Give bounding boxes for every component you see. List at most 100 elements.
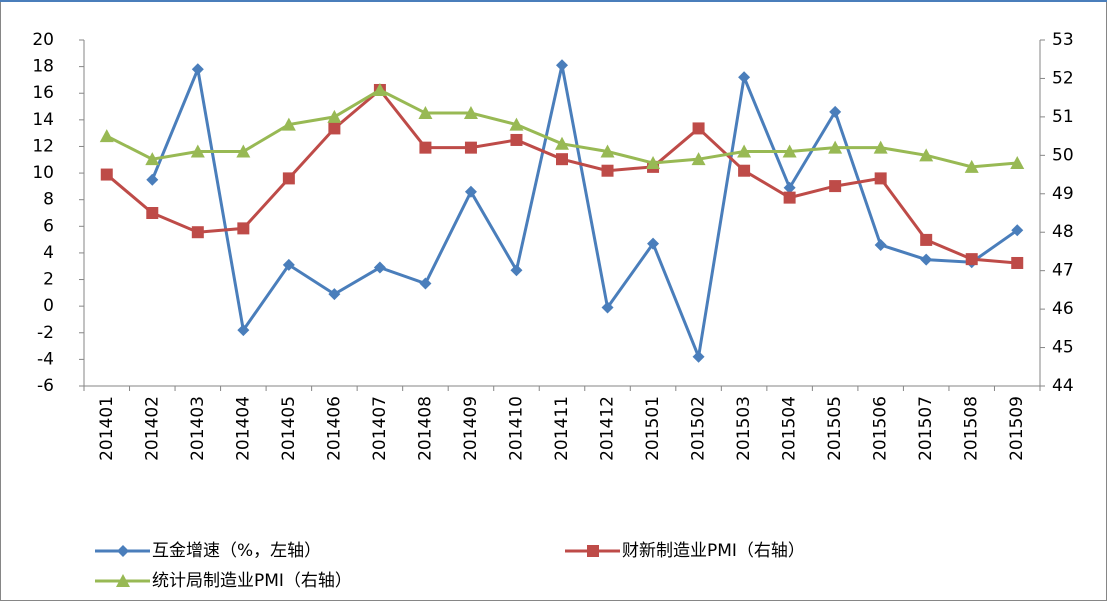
x-tick-label: 201506 (871, 396, 891, 461)
diamond-marker (647, 237, 660, 250)
triangle-marker (190, 144, 205, 158)
square-marker (920, 233, 933, 246)
diamond-marker (282, 258, 295, 271)
diamond-marker (783, 181, 796, 194)
x-tick-label: 201405 (279, 396, 299, 461)
square-marker (510, 133, 523, 146)
diamond-marker (373, 261, 386, 274)
y2-tick-label: 51 (1052, 107, 1074, 127)
y2-tick-label: 49 (1052, 184, 1074, 204)
triangle-marker (782, 144, 797, 158)
x-tick-label: 201509 (1007, 396, 1027, 461)
x-tick-label: 201503 (734, 396, 754, 461)
diamond-marker (510, 264, 523, 277)
y-tick-label: -4 (37, 349, 54, 369)
diamond-marker (738, 71, 751, 84)
y2-tick-label: 47 (1052, 261, 1074, 281)
diamond-marker (874, 238, 887, 251)
square-marker (100, 168, 113, 181)
triangle-marker (919, 148, 934, 162)
triangle-marker (281, 117, 296, 131)
x-tick-label: 201504 (780, 396, 800, 461)
diamond-marker (601, 301, 614, 314)
x-tick-label: 201406 (324, 396, 344, 461)
square-marker (874, 172, 887, 185)
triangle-marker (372, 82, 387, 96)
y2-tick-label: 48 (1052, 222, 1074, 242)
triangle-marker (145, 152, 160, 166)
y-tick-label: -2 (37, 323, 54, 343)
y-tick-label: 12 (32, 136, 54, 156)
y-tick-label: 16 (32, 83, 54, 103)
x-tick-label: 201505 (825, 396, 845, 461)
square-marker (464, 141, 477, 154)
diamond-marker (191, 63, 204, 76)
y-tick-label: 14 (32, 110, 54, 130)
diamond-marker (237, 324, 250, 337)
diamond-marker (920, 253, 933, 266)
y-tick-label: 10 (32, 163, 54, 183)
diamond-marker (692, 350, 705, 363)
series-line (150, 63, 1019, 363)
triangle-marker (737, 144, 752, 158)
y-tick-label: 20 (32, 30, 54, 50)
triangle-marker (116, 574, 130, 587)
square-marker (282, 172, 295, 185)
square-marker (237, 222, 250, 235)
y-tick-label: 4 (43, 243, 54, 263)
x-tick-label: 201408 (415, 396, 435, 461)
y-tick-label: 6 (43, 216, 54, 236)
diamond-marker (464, 185, 477, 198)
square-marker (556, 153, 568, 166)
x-tick-label: 201508 (962, 396, 982, 461)
x-tick-label: 201411 (552, 396, 572, 461)
legend-label: 财新制造业PMI（右轴） (622, 541, 805, 561)
triangle-marker (327, 109, 342, 123)
square-marker (1011, 256, 1024, 269)
y2-tick-label: 46 (1052, 299, 1074, 319)
triangle-marker (646, 156, 661, 170)
x-tick-label: 201404 (233, 396, 253, 461)
x-tick-label: 201412 (598, 396, 618, 461)
y2-tick-label: 44 (1052, 376, 1074, 396)
y-tick-label: 0 (43, 296, 54, 316)
square-marker (965, 253, 978, 266)
x-tick-label: 201410 (506, 396, 526, 461)
square-marker (191, 226, 204, 239)
y2-tick-label: 52 (1052, 68, 1074, 88)
x-tick-label: 201501 (643, 396, 663, 461)
diamond-marker (556, 59, 568, 72)
x-tick-label: 201407 (370, 396, 390, 461)
y-tick-label: 18 (32, 57, 54, 77)
triangle-marker (1010, 156, 1025, 170)
legend-label: 互金增速（%，左轴） (152, 541, 321, 561)
x-tick-label: 201403 (188, 396, 208, 461)
y-tick-label: -6 (37, 376, 54, 396)
diamond-marker (117, 545, 129, 557)
y-tick-label: 2 (43, 270, 54, 290)
square-marker (587, 545, 599, 557)
triangle-marker (691, 152, 706, 166)
square-marker (783, 191, 796, 204)
triangle-marker (873, 140, 888, 154)
square-marker (146, 207, 159, 219)
triangle-marker (600, 144, 615, 158)
square-marker (738, 164, 751, 177)
diamond-marker (146, 173, 159, 186)
square-marker (829, 180, 842, 193)
triangle-marker (236, 144, 251, 158)
x-tick-label: 201409 (461, 396, 481, 461)
y-tick-label: 8 (43, 190, 54, 210)
diamond-marker (829, 105, 842, 118)
diamond-marker (419, 277, 432, 290)
y2-tick-label: 53 (1052, 30, 1074, 50)
square-marker (601, 164, 614, 177)
x-tick-label: 201402 (142, 396, 162, 461)
diamond-marker (328, 288, 341, 301)
triangle-marker (99, 129, 114, 143)
triangle-marker (828, 140, 843, 154)
square-marker (692, 122, 705, 135)
y2-tick-label: 45 (1052, 338, 1074, 358)
triangle-marker (463, 106, 478, 120)
